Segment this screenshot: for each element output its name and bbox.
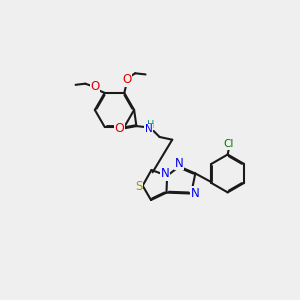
Text: O: O [115,122,124,135]
Text: H: H [147,120,155,130]
Text: S: S [136,180,143,193]
Text: O: O [90,80,100,93]
Text: N: N [191,187,200,200]
Text: O: O [122,73,132,86]
Text: N: N [145,124,152,134]
Text: Cl: Cl [224,139,234,149]
Text: N: N [160,167,169,180]
Text: N: N [175,157,184,169]
